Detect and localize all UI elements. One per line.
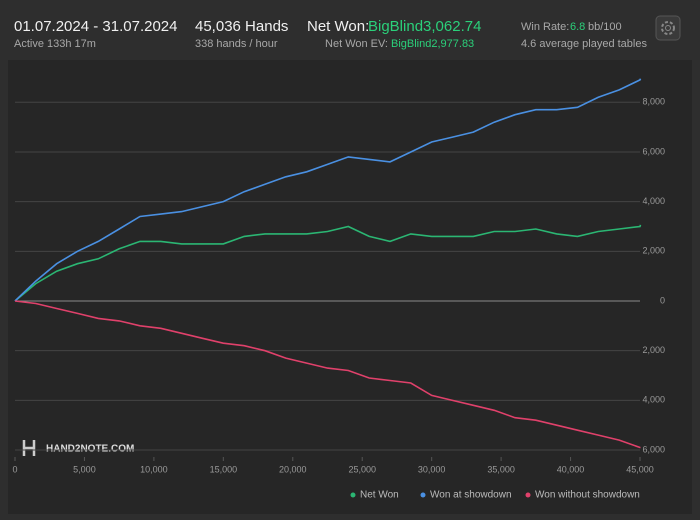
x-tick-label: 25,000 <box>348 464 376 474</box>
hands: 45,036 Hands <box>195 18 288 35</box>
win-rate-value: 6.8 <box>570 21 585 33</box>
legend-swatch <box>350 492 356 498</box>
gear-center[interactable] <box>665 25 671 31</box>
net-won-ev-value: BigBlind2,977.83 <box>391 38 474 50</box>
y-tick-label: 4,000 <box>642 196 665 206</box>
win-rate-label: Win Rate: <box>521 21 569 33</box>
x-tick-label: 5,000 <box>73 464 96 474</box>
y-tick-label: 6,000 <box>642 444 665 454</box>
y-tick-label: 8,000 <box>642 97 665 107</box>
settings-button[interactable] <box>655 15 681 41</box>
x-tick-label: 0 <box>12 464 17 474</box>
y-tick-label: 2,000 <box>642 345 665 355</box>
y-tick-label: 0 <box>660 295 665 305</box>
series-line <box>14 224 642 302</box>
x-tick-label: 20,000 <box>279 464 307 474</box>
legend-label: Won at showdown <box>430 490 512 501</box>
series-line <box>14 300 641 449</box>
net-won-ev-label: Net Won EV: <box>325 38 388 50</box>
hands-per-hour: 338 hands / hour <box>195 38 278 50</box>
y-tick-label: 2,000 <box>642 246 665 256</box>
date-range: 01.07.2024 - 31.07.2024 <box>14 18 177 35</box>
logo-text: HAND2NOTE.COM <box>46 444 134 455</box>
legend-swatch <box>420 492 426 498</box>
active-time: Active 133h 17m <box>14 38 96 50</box>
legend-label: Won without showdown <box>535 490 640 501</box>
legend-swatch <box>525 492 531 498</box>
x-tick-label: 15,000 <box>210 464 238 474</box>
series-line <box>14 78 642 302</box>
x-tick-label: 35,000 <box>487 464 515 474</box>
logo: HAND2NOTE.COM <box>22 440 134 456</box>
x-tick-label: 30,000 <box>418 464 446 474</box>
logo-icon <box>22 440 36 456</box>
tables: 4.6 average played tables <box>521 38 647 50</box>
x-tick-label: 10,000 <box>140 464 168 474</box>
net-won-value: BigBlind3,062.74 <box>368 18 481 35</box>
y-tick-label: 4,000 <box>642 395 665 405</box>
net-won-label: Net Won: <box>307 18 369 35</box>
panel <box>8 60 692 514</box>
win-rate-unit: bb/100 <box>588 21 622 33</box>
x-tick-label: 45,000 <box>626 464 654 474</box>
gear-icon[interactable] <box>661 21 675 35</box>
y-tick-label: 6,000 <box>642 146 665 156</box>
settings-box[interactable] <box>655 15 681 41</box>
x-tick-label: 40,000 <box>557 464 585 474</box>
legend-label: Net Won <box>360 490 399 501</box>
